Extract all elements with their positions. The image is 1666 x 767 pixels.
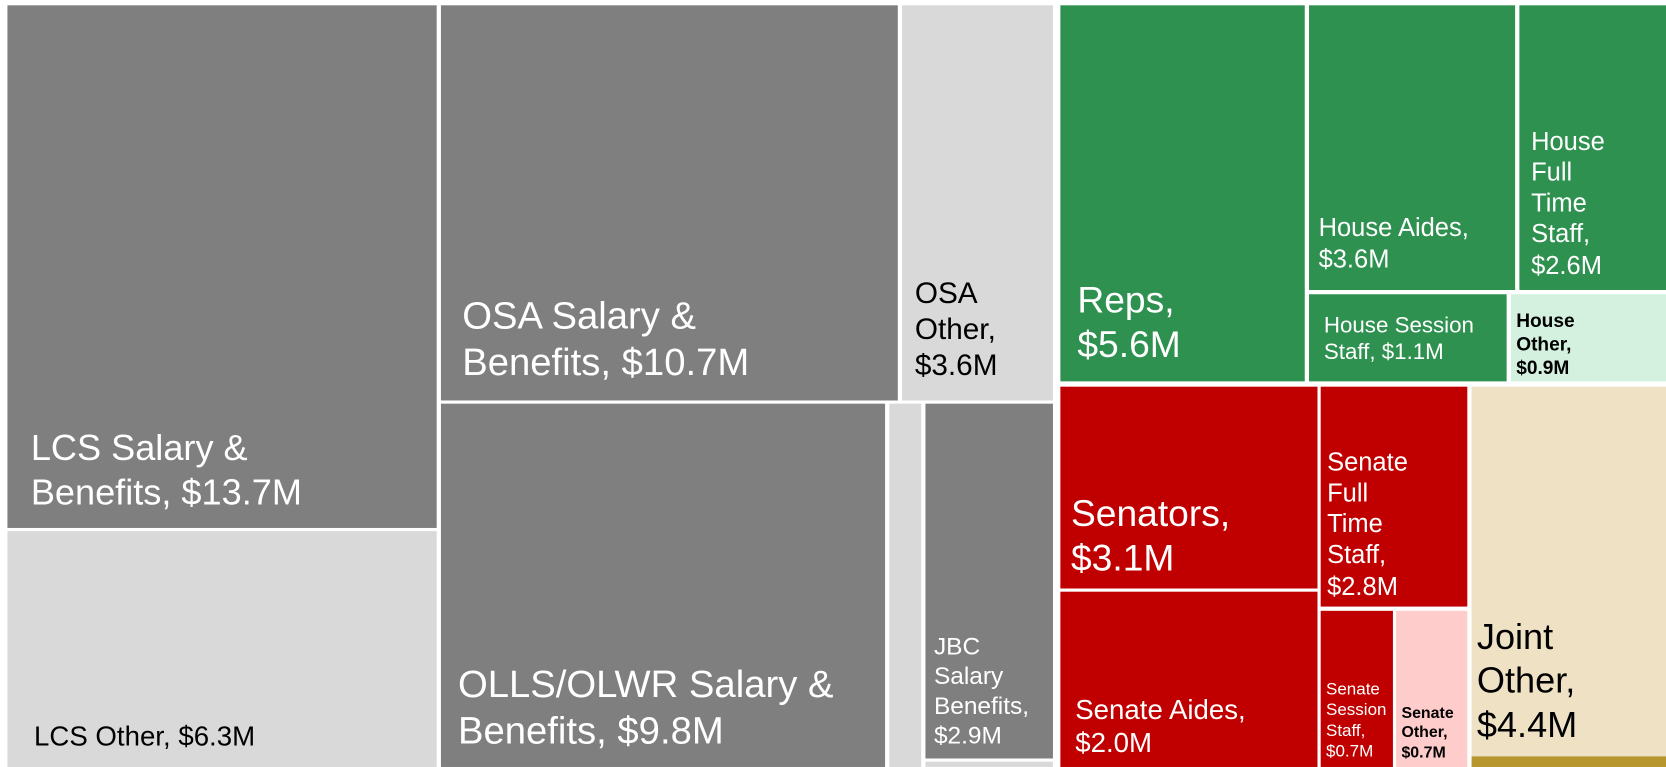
treemap-cell: House Other, $0.9M (1510, 294, 1666, 382)
treemap-cell: Senate Aides, $2.0M (1060, 591, 1318, 767)
cell-label: Reps, $5.6M (1077, 278, 1181, 366)
treemap-cell: OSA Salary & Benefits, $10.7M (440, 5, 898, 401)
treemap-cell: OSA Other, $3.6M (902, 5, 1053, 401)
cell-label: House Aides, $3.6M (1318, 214, 1469, 274)
cell-label: Senators, $3.1M (1071, 492, 1231, 580)
treemap-cell: House Aides, $3.6M (1309, 5, 1516, 291)
cell-label: House Session Staff, $1.1M (1323, 313, 1474, 365)
cell-label: OLLS/OLWR Salary & Benefits, $9.8M (457, 662, 834, 753)
treemap-cell: House Session Staff, $1.1M (1309, 294, 1507, 382)
cell-label: OSA Other, $3.6M (914, 275, 998, 382)
treemap-cell: Senate Session Staff, $0.7M (1320, 610, 1393, 767)
treemap-cell: Joint Other, $4.4M (1471, 386, 1666, 757)
cell-label: Senate Session Staff, $0.7M (1326, 680, 1387, 762)
cell-label: Senate Full Time Staff, $2.8M (1327, 447, 1408, 601)
treemap-cell: LCS Other, $6.3M (7, 531, 437, 767)
cell-label: JBC Salary Benefits, $2.9M (933, 631, 1030, 749)
treemap-cell: Senate Full Time Staff, $2.8M (1320, 386, 1468, 607)
treemap-cell (925, 761, 1053, 767)
cell-label: House Other, $0.9M (1516, 310, 1575, 379)
treemap-cell: Senate Other, $0.7M (1396, 610, 1468, 767)
cell-label: Joint Other, $4.4M (1476, 616, 1578, 746)
treemap-cell: House Full Time Staff, $2.6M (1519, 5, 1666, 291)
cell-label: OSA Salary & Benefits, $10.7M (462, 293, 750, 384)
treemap-cell: LCS Salary & Benefits, $13.7M (7, 5, 437, 528)
treemap-cell (1471, 756, 1666, 767)
cell-label: Senate Other, $0.7M (1401, 704, 1454, 762)
cell-label: LCS Other, $6.3M (34, 720, 256, 753)
treemap-cell: Reps, $5.6M (1060, 5, 1305, 382)
treemap-cell: JBC Salary Benefits, $2.9M (925, 403, 1053, 759)
cell-label: Senate Aides, $2.0M (1075, 693, 1246, 759)
treemap-cell (889, 403, 922, 767)
treemap-cell: OLLS/OLWR Salary & Benefits, $9.8M (440, 403, 886, 767)
cell-label: House Full Time Staff, $2.6M (1531, 127, 1605, 281)
cell-label: LCS Salary & Benefits, $13.7M (30, 428, 302, 513)
treemap-cell: Senators, $3.1M (1060, 386, 1318, 589)
